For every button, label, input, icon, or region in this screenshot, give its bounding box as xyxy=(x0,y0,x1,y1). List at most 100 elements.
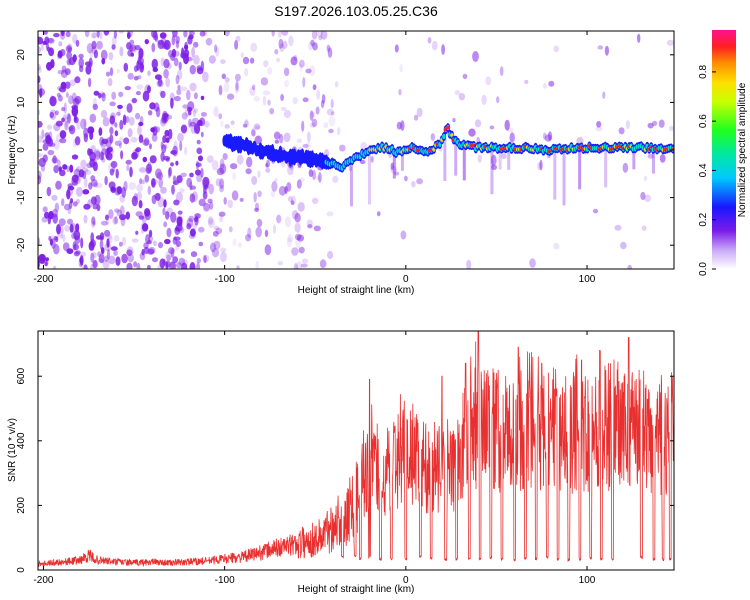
noise-dot xyxy=(179,216,183,226)
noise-dot xyxy=(189,64,196,75)
noise-dot xyxy=(97,251,102,257)
noise-dot xyxy=(92,260,98,269)
noise-dot xyxy=(147,70,151,76)
noise-dot xyxy=(65,92,69,98)
noise-dot xyxy=(151,178,156,188)
noise-dot xyxy=(200,112,207,117)
noise-dot xyxy=(330,98,334,109)
noise-dot xyxy=(228,226,233,233)
noise-dot xyxy=(604,45,610,56)
spectrogram-y-tick-label: -20 xyxy=(16,238,27,253)
noise-dot xyxy=(193,123,201,134)
noise-dot xyxy=(247,227,252,238)
noise-dot xyxy=(59,169,66,177)
noise-dot xyxy=(277,261,284,266)
noise-dot xyxy=(42,206,48,213)
noise-dot xyxy=(339,144,346,152)
noise-dot xyxy=(46,38,54,43)
spectrogram-x-tick-label: -200 xyxy=(33,274,53,285)
noise-dot xyxy=(431,40,438,51)
noise-dot xyxy=(490,154,497,166)
snr-x-tick-label: -100 xyxy=(215,575,235,586)
noise-dot xyxy=(38,67,43,74)
noise-dot xyxy=(326,211,334,217)
snr-x-tick-label: 0 xyxy=(403,575,409,586)
noise-dot xyxy=(56,159,61,167)
noise-dot xyxy=(106,238,110,248)
noise-dot xyxy=(116,186,123,195)
noise-dot xyxy=(51,157,59,164)
noise-dot xyxy=(625,120,631,130)
noise-dot xyxy=(223,197,227,205)
noise-dot xyxy=(114,186,122,196)
noise-dot xyxy=(41,216,48,223)
noise-dot xyxy=(298,246,305,254)
noise-dot xyxy=(253,95,260,102)
noise-streak xyxy=(562,148,566,206)
noise-dot xyxy=(321,94,326,104)
noise-dot xyxy=(230,120,235,125)
spectrogram-x-tick-label: 100 xyxy=(579,274,596,285)
noise-dot xyxy=(71,174,79,183)
noise-streak xyxy=(443,133,447,181)
noise-dot xyxy=(173,199,180,206)
noise-dot xyxy=(306,131,311,143)
noise-dot xyxy=(266,159,270,168)
noise-dot xyxy=(150,127,156,133)
noise-dot xyxy=(219,184,225,193)
colorbar-gradient xyxy=(712,30,736,269)
noise-dot xyxy=(118,31,125,34)
noise-dot xyxy=(78,53,84,59)
noise-dot xyxy=(396,121,402,130)
noise-dot xyxy=(186,177,193,188)
noise-dot xyxy=(100,49,108,61)
noise-dot xyxy=(166,227,172,238)
noise-dot xyxy=(163,221,168,228)
noise-dot xyxy=(124,86,131,91)
noise-dot xyxy=(198,155,203,162)
noise-dot xyxy=(213,106,219,117)
noise-dot xyxy=(539,159,543,171)
noise-dot xyxy=(316,31,323,38)
noise-dot xyxy=(160,57,165,67)
noise-dot xyxy=(177,69,183,80)
noise-dot xyxy=(53,165,60,174)
noise-dot xyxy=(118,241,123,247)
noise-dot xyxy=(643,175,648,181)
noise-dot xyxy=(294,212,301,223)
noise-dot xyxy=(254,125,261,130)
noise-dot xyxy=(253,192,257,203)
noise-dot xyxy=(68,201,73,210)
noise-dot xyxy=(125,211,131,220)
noise-dot xyxy=(255,226,262,238)
noise-dot xyxy=(55,180,62,190)
noise-dot xyxy=(181,112,188,120)
noise-dot xyxy=(59,138,67,144)
noise-dot xyxy=(38,153,43,158)
noise-dot xyxy=(149,155,157,164)
noise-dot xyxy=(544,134,552,142)
noise-dot xyxy=(597,45,604,50)
noise-dot xyxy=(190,251,198,258)
noise-dot xyxy=(211,160,219,171)
noise-dot xyxy=(614,224,622,231)
noise-dot xyxy=(176,175,183,184)
noise-dot xyxy=(135,211,143,217)
noise-dot xyxy=(249,57,255,64)
noise-dot xyxy=(553,242,560,250)
noise-dot xyxy=(91,216,96,225)
noise-dot xyxy=(97,258,104,263)
noise-dot xyxy=(287,234,293,243)
noise-dot xyxy=(302,77,306,88)
noise-dot xyxy=(93,49,98,59)
noise-dot xyxy=(41,207,48,213)
noise-dot xyxy=(157,197,165,208)
noise-dot xyxy=(481,94,487,106)
noise-dot xyxy=(131,97,138,104)
noise-dot xyxy=(170,97,174,109)
colorbar-label: Normalized spectral amplitude xyxy=(737,82,748,217)
noise-dot xyxy=(196,147,203,155)
noise-dot xyxy=(400,120,405,131)
noise-dot xyxy=(119,46,124,57)
